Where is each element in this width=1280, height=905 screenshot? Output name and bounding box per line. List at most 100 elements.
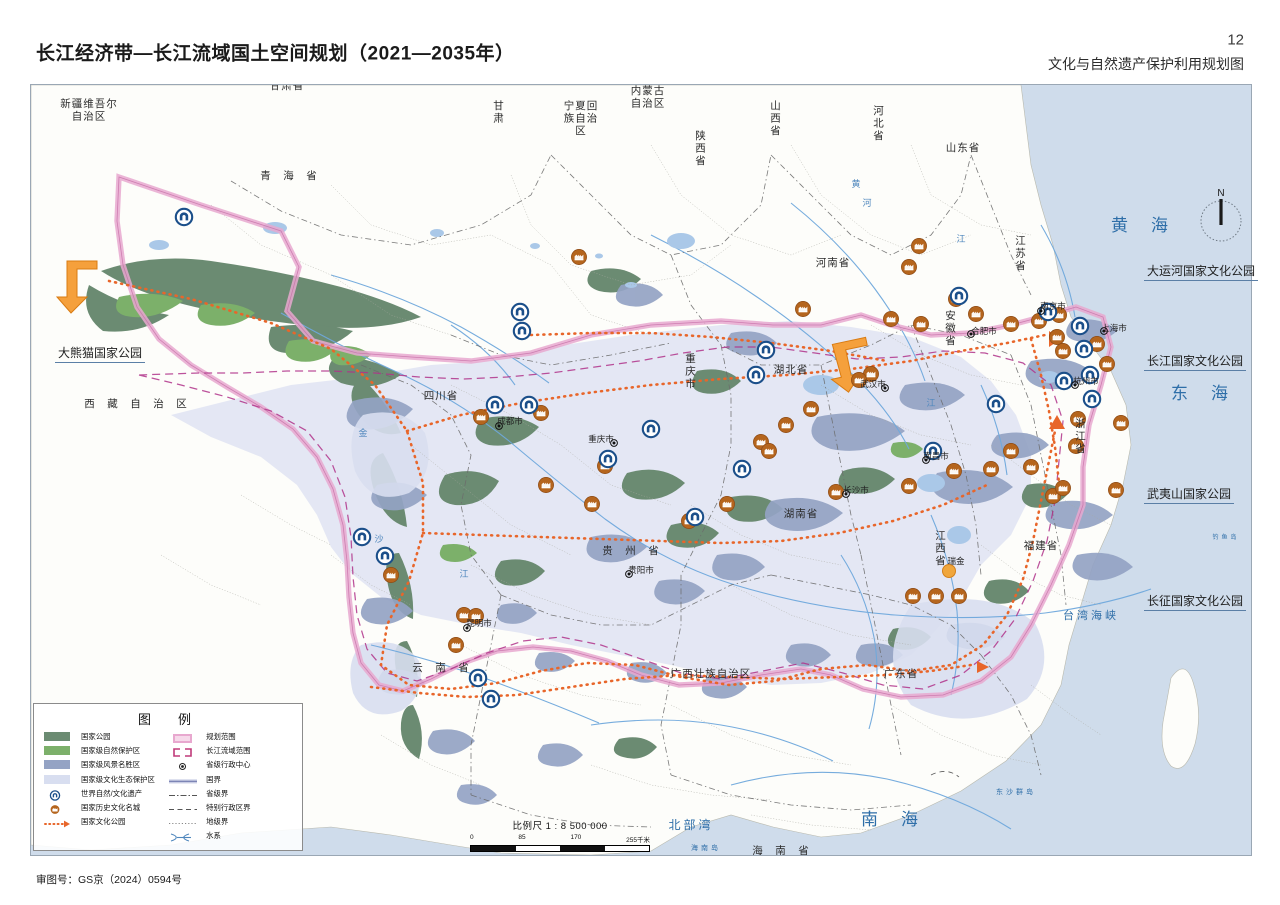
page-header: 长江经济带—长江流域国土空间规划（2021—2035年） 12 文化与自然遗产保… (0, 0, 1280, 82)
historic-city-marker[interactable] (950, 587, 968, 605)
legend-item: 国家级文化生态保护区 (44, 774, 159, 785)
legend-item-label: 水系 (206, 831, 221, 841)
river-label: 江 (956, 234, 965, 244)
historic-city-marker[interactable] (927, 587, 945, 605)
river-icon (169, 830, 199, 842)
historic-city-marker[interactable] (760, 442, 778, 460)
sea-label: 台湾海峡 (1063, 608, 1119, 622)
historic-city-marker[interactable] (777, 416, 795, 434)
historic-city-marker[interactable] (912, 315, 930, 333)
world-heritage-marker[interactable] (1082, 389, 1102, 409)
world-heritage-marker[interactable] (352, 527, 372, 547)
legend-item: 水系 (169, 830, 294, 842)
province-label: 河南省 (816, 256, 851, 269)
world-heritage-marker[interactable] (485, 395, 505, 415)
world-heritage-marker[interactable] (949, 286, 969, 306)
province-label: 内蒙古自治区 (631, 85, 666, 110)
historic-city-marker[interactable] (583, 495, 601, 513)
cultural-eco-areas (350, 412, 1045, 719)
province-label: 湖北省 (774, 363, 809, 376)
world-heritage-marker[interactable] (756, 340, 776, 360)
city-label: 合肥市 (971, 326, 997, 336)
world-heritage-marker[interactable] (510, 302, 530, 322)
historic-city-marker[interactable] (802, 400, 820, 418)
historic-city-marker[interactable] (1112, 414, 1130, 432)
city-label: 重庆市 (588, 434, 614, 444)
historic-city-marker[interactable] (537, 476, 555, 494)
world-heritage-marker[interactable] (986, 394, 1006, 414)
river-label: 江 (459, 569, 468, 579)
city-label: 杭州市 (1073, 376, 1099, 386)
scale-bar-graphic (470, 845, 650, 852)
province-label: 江苏省 (1015, 235, 1027, 272)
grand-canal-cultural-park-callout: 大运河国家文化公园 (1144, 262, 1259, 281)
sea-label: 钓鱼岛 (1212, 533, 1239, 541)
historic-city-marker[interactable] (1107, 481, 1125, 499)
historic-city-marker[interactable] (472, 408, 490, 426)
world-heritage-marker[interactable] (1070, 316, 1090, 336)
historic-city-marker[interactable] (1048, 328, 1066, 346)
city-label: 瑞金 (947, 556, 965, 566)
river-label: 江 (926, 398, 935, 408)
world-heritage-marker[interactable] (468, 668, 488, 688)
province-label: 云 南 省 (412, 661, 470, 674)
historic-city-marker[interactable] (900, 258, 918, 276)
historic-city-marker[interactable] (882, 310, 900, 328)
world-heritage-marker[interactable] (512, 321, 532, 341)
provincial-boundaries (230, 154, 1067, 828)
historic-city-marker[interactable] (967, 305, 985, 323)
world-heritage-marker[interactable] (174, 207, 194, 227)
historic-city-marker[interactable] (910, 237, 928, 255)
historic-city-marker[interactable] (382, 566, 400, 584)
historic-city-marker[interactable] (794, 300, 812, 318)
historic-city-icon (44, 802, 74, 814)
legend-item-label: 世界自然/文化遗产 (81, 788, 143, 798)
grand-canal-route (1029, 337, 1061, 485)
prefecture-boundary-line (169, 816, 199, 827)
giant-panda-national-park-callout: 大熊猫国家公园 (55, 344, 146, 363)
basin-extent-outline (138, 346, 1064, 690)
historic-city-marker[interactable] (718, 495, 736, 513)
province-label: 宁夏回族自治区 (564, 99, 599, 137)
river-label: 河 (862, 197, 871, 208)
historic-city-marker[interactable] (1002, 315, 1020, 333)
scale-tick-labels: 0 85 170 255千米 (470, 834, 650, 844)
callout-label: 长江国家文化公园 (1144, 352, 1247, 371)
province-label: 西 藏 自 治 区 (84, 397, 188, 410)
prefecture-boundaries (160, 144, 1112, 831)
legend-title: 图 例 (137, 712, 198, 727)
sea-label: 东沙群岛 (996, 787, 1036, 796)
world-heritage-marker[interactable] (598, 449, 618, 469)
world-heritage-marker[interactable] (732, 459, 752, 479)
sea-label: 南 海 (861, 810, 921, 829)
historic-city-marker[interactable] (827, 483, 845, 501)
world-heritage-marker[interactable] (1054, 371, 1074, 391)
sheet-number: 12 (1227, 31, 1244, 49)
long-march-cultural-park-callout: 长征国家文化公园 (1144, 592, 1247, 611)
historic-city-marker[interactable] (1098, 355, 1116, 373)
historic-city-marker[interactable] (945, 462, 963, 480)
wuyishan-national-park-callout: 武夷山国家公园 (1144, 485, 1235, 504)
legend-item: 地级界 (169, 816, 294, 827)
provincial-boundary-line (169, 788, 199, 799)
world-heritage-marker[interactable] (481, 689, 501, 709)
world-heritage-marker[interactable] (375, 546, 395, 566)
world-heritage-marker[interactable] (641, 419, 661, 439)
historic-city-marker[interactable] (904, 587, 922, 605)
historic-city-marker[interactable] (1022, 458, 1040, 476)
historic-city-marker[interactable] (1054, 479, 1072, 497)
ruijin-dot[interactable] (942, 564, 956, 578)
world-heritage-marker[interactable] (746, 365, 766, 385)
world-heritage-marker[interactable] (685, 507, 705, 527)
swatch (44, 759, 74, 770)
historic-city-marker[interactable] (1002, 442, 1020, 460)
world-heritage-marker[interactable] (1074, 339, 1094, 359)
historic-city-marker[interactable] (982, 460, 1000, 478)
historic-city-marker[interactable] (447, 636, 465, 654)
world-heritage-marker[interactable] (519, 395, 539, 415)
historic-city-marker[interactable] (570, 248, 588, 266)
historic-city-marker[interactable] (900, 477, 918, 495)
basin-extent-bracket (169, 745, 199, 757)
historic-city-marker[interactable] (1054, 342, 1072, 360)
